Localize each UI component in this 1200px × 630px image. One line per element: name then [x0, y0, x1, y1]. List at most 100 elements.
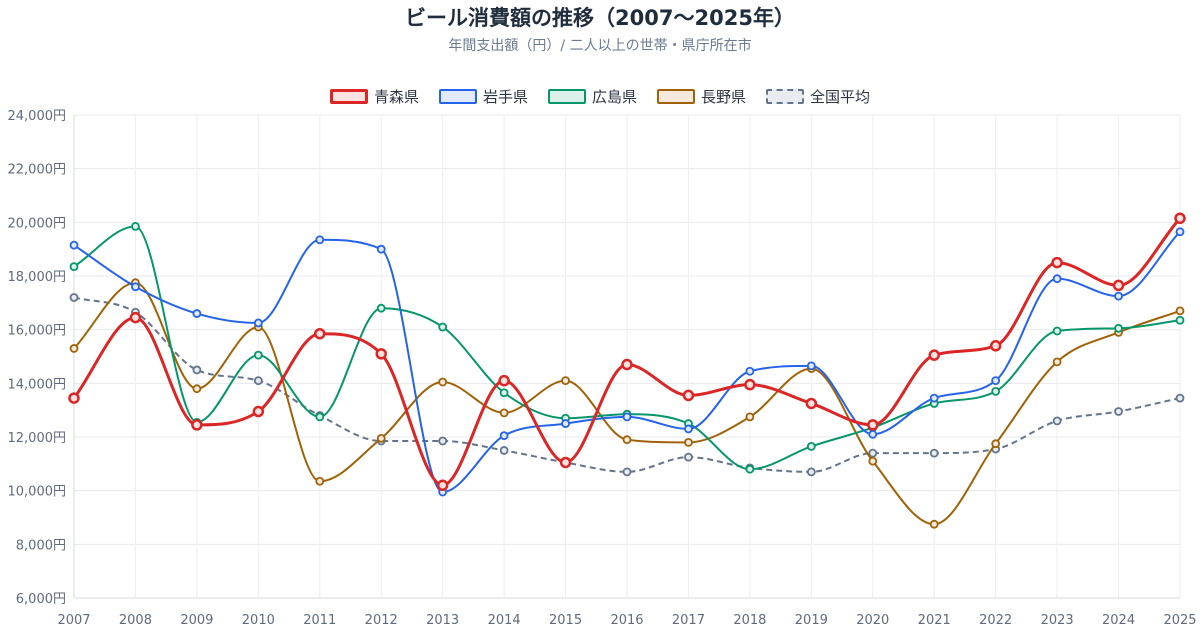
- data-point: [806, 441, 816, 451]
- chart-legend: 青森県 岩手県 広島県 長野県 全国平均: [0, 86, 1200, 107]
- data-point: [1051, 256, 1063, 269]
- data-point: [868, 429, 878, 439]
- data-point: [1175, 227, 1185, 237]
- data-point: [684, 437, 693, 447]
- data-point: [375, 348, 387, 360]
- data-point: [436, 479, 449, 492]
- data-point: [684, 452, 693, 462]
- series-4: [69, 278, 1185, 529]
- legend-item[interactable]: 長野県: [657, 86, 746, 107]
- x-tick-label: 2020: [856, 613, 889, 628]
- data-point: [805, 397, 818, 410]
- legend-item[interactable]: 青森県: [329, 86, 419, 107]
- data-point: [192, 384, 202, 394]
- data-point: [68, 392, 80, 404]
- data-point: [315, 412, 325, 422]
- x-tick-label: 2012: [365, 613, 398, 628]
- data-point: [1052, 416, 1062, 426]
- data-point: [1112, 279, 1125, 292]
- y-tick-label: 18,000円: [8, 270, 67, 285]
- data-point: [192, 365, 202, 375]
- legend-swatch: [657, 89, 695, 104]
- data-point: [806, 467, 816, 477]
- data-point: [622, 467, 632, 477]
- data-point: [622, 412, 632, 422]
- data-point: [499, 408, 509, 418]
- legend-item[interactable]: 広島県: [547, 86, 637, 107]
- x-tick-label: 2018: [733, 613, 766, 628]
- y-tick-label: 16,000円: [8, 324, 67, 339]
- y-tick-label: 12,000円: [8, 431, 67, 446]
- data-point: [621, 358, 633, 371]
- data-point: [1114, 291, 1123, 301]
- data-point: [929, 448, 939, 458]
- data-point: [745, 464, 755, 474]
- x-tick-label: 2017: [672, 613, 705, 628]
- legend-item[interactable]: 岩手県: [438, 86, 528, 107]
- legend-item[interactable]: 全国平均: [766, 86, 870, 107]
- data-point: [253, 350, 263, 360]
- legend-label: 長野県: [701, 88, 747, 106]
- data-point: [745, 366, 755, 376]
- y-tick-label: 14,000円: [8, 377, 67, 392]
- data-point: [561, 376, 570, 386]
- data-point: [69, 240, 79, 250]
- x-tick-label: 2009: [180, 613, 213, 628]
- legend-label: 青森県: [373, 88, 419, 106]
- x-tick-label: 2014: [488, 613, 521, 628]
- legend-label: 広島県: [591, 88, 637, 106]
- data-point: [559, 456, 572, 469]
- data-point: [1114, 407, 1123, 416]
- data-point: [682, 389, 695, 402]
- data-point: [868, 448, 878, 458]
- y-tick-label: 10,000円: [8, 485, 67, 500]
- data-point: [806, 361, 816, 371]
- data-point: [1174, 212, 1186, 225]
- data-point: [131, 282, 140, 292]
- data-point: [315, 476, 325, 486]
- data-point: [499, 446, 509, 455]
- series-line: [73, 225, 1181, 471]
- data-point: [868, 456, 878, 466]
- y-tick-label: 24,000円: [8, 109, 67, 124]
- data-point: [684, 424, 693, 434]
- x-tick-label: 2010: [242, 613, 275, 628]
- x-tick-label: 2023: [1041, 613, 1074, 628]
- data-point: [1114, 323, 1123, 333]
- data-point: [129, 311, 142, 324]
- data-point: [1052, 274, 1062, 284]
- data-point: [1175, 315, 1185, 325]
- x-tick-label: 2013: [426, 613, 459, 628]
- data-point: [1175, 306, 1185, 316]
- data-point: [991, 386, 1001, 396]
- data-point: [69, 293, 79, 302]
- data-point: [867, 419, 879, 431]
- data-point: [1052, 326, 1062, 336]
- legend-label: 全国平均: [810, 88, 871, 106]
- legend-swatch: [547, 89, 586, 104]
- data-point: [191, 419, 203, 431]
- legend-swatch: [766, 89, 805, 104]
- x-tick-label: 2025: [1163, 613, 1196, 628]
- data-point: [376, 303, 386, 313]
- data-point: [745, 412, 755, 422]
- x-tick-label: 2016: [610, 613, 643, 628]
- data-point: [929, 393, 939, 403]
- data-point: [253, 318, 263, 328]
- series-line: [73, 281, 1181, 526]
- y-tick-label: 22,000円: [8, 163, 67, 178]
- data-point: [69, 262, 79, 272]
- data-point: [438, 436, 448, 446]
- chart-subtitle: 年間支出額（円）/ 二人以上の世帯・県庁所在市: [448, 38, 752, 54]
- x-tick-label: 2008: [119, 613, 152, 628]
- x-tick-label: 2024: [1102, 613, 1135, 628]
- legend-swatch: [329, 89, 368, 104]
- legend-swatch: [438, 89, 477, 104]
- series-1: [68, 212, 1186, 492]
- data-point: [438, 322, 448, 332]
- data-point: [192, 309, 202, 318]
- data-point: [991, 439, 1001, 449]
- data-point: [561, 419, 570, 428]
- data-point: [314, 327, 326, 340]
